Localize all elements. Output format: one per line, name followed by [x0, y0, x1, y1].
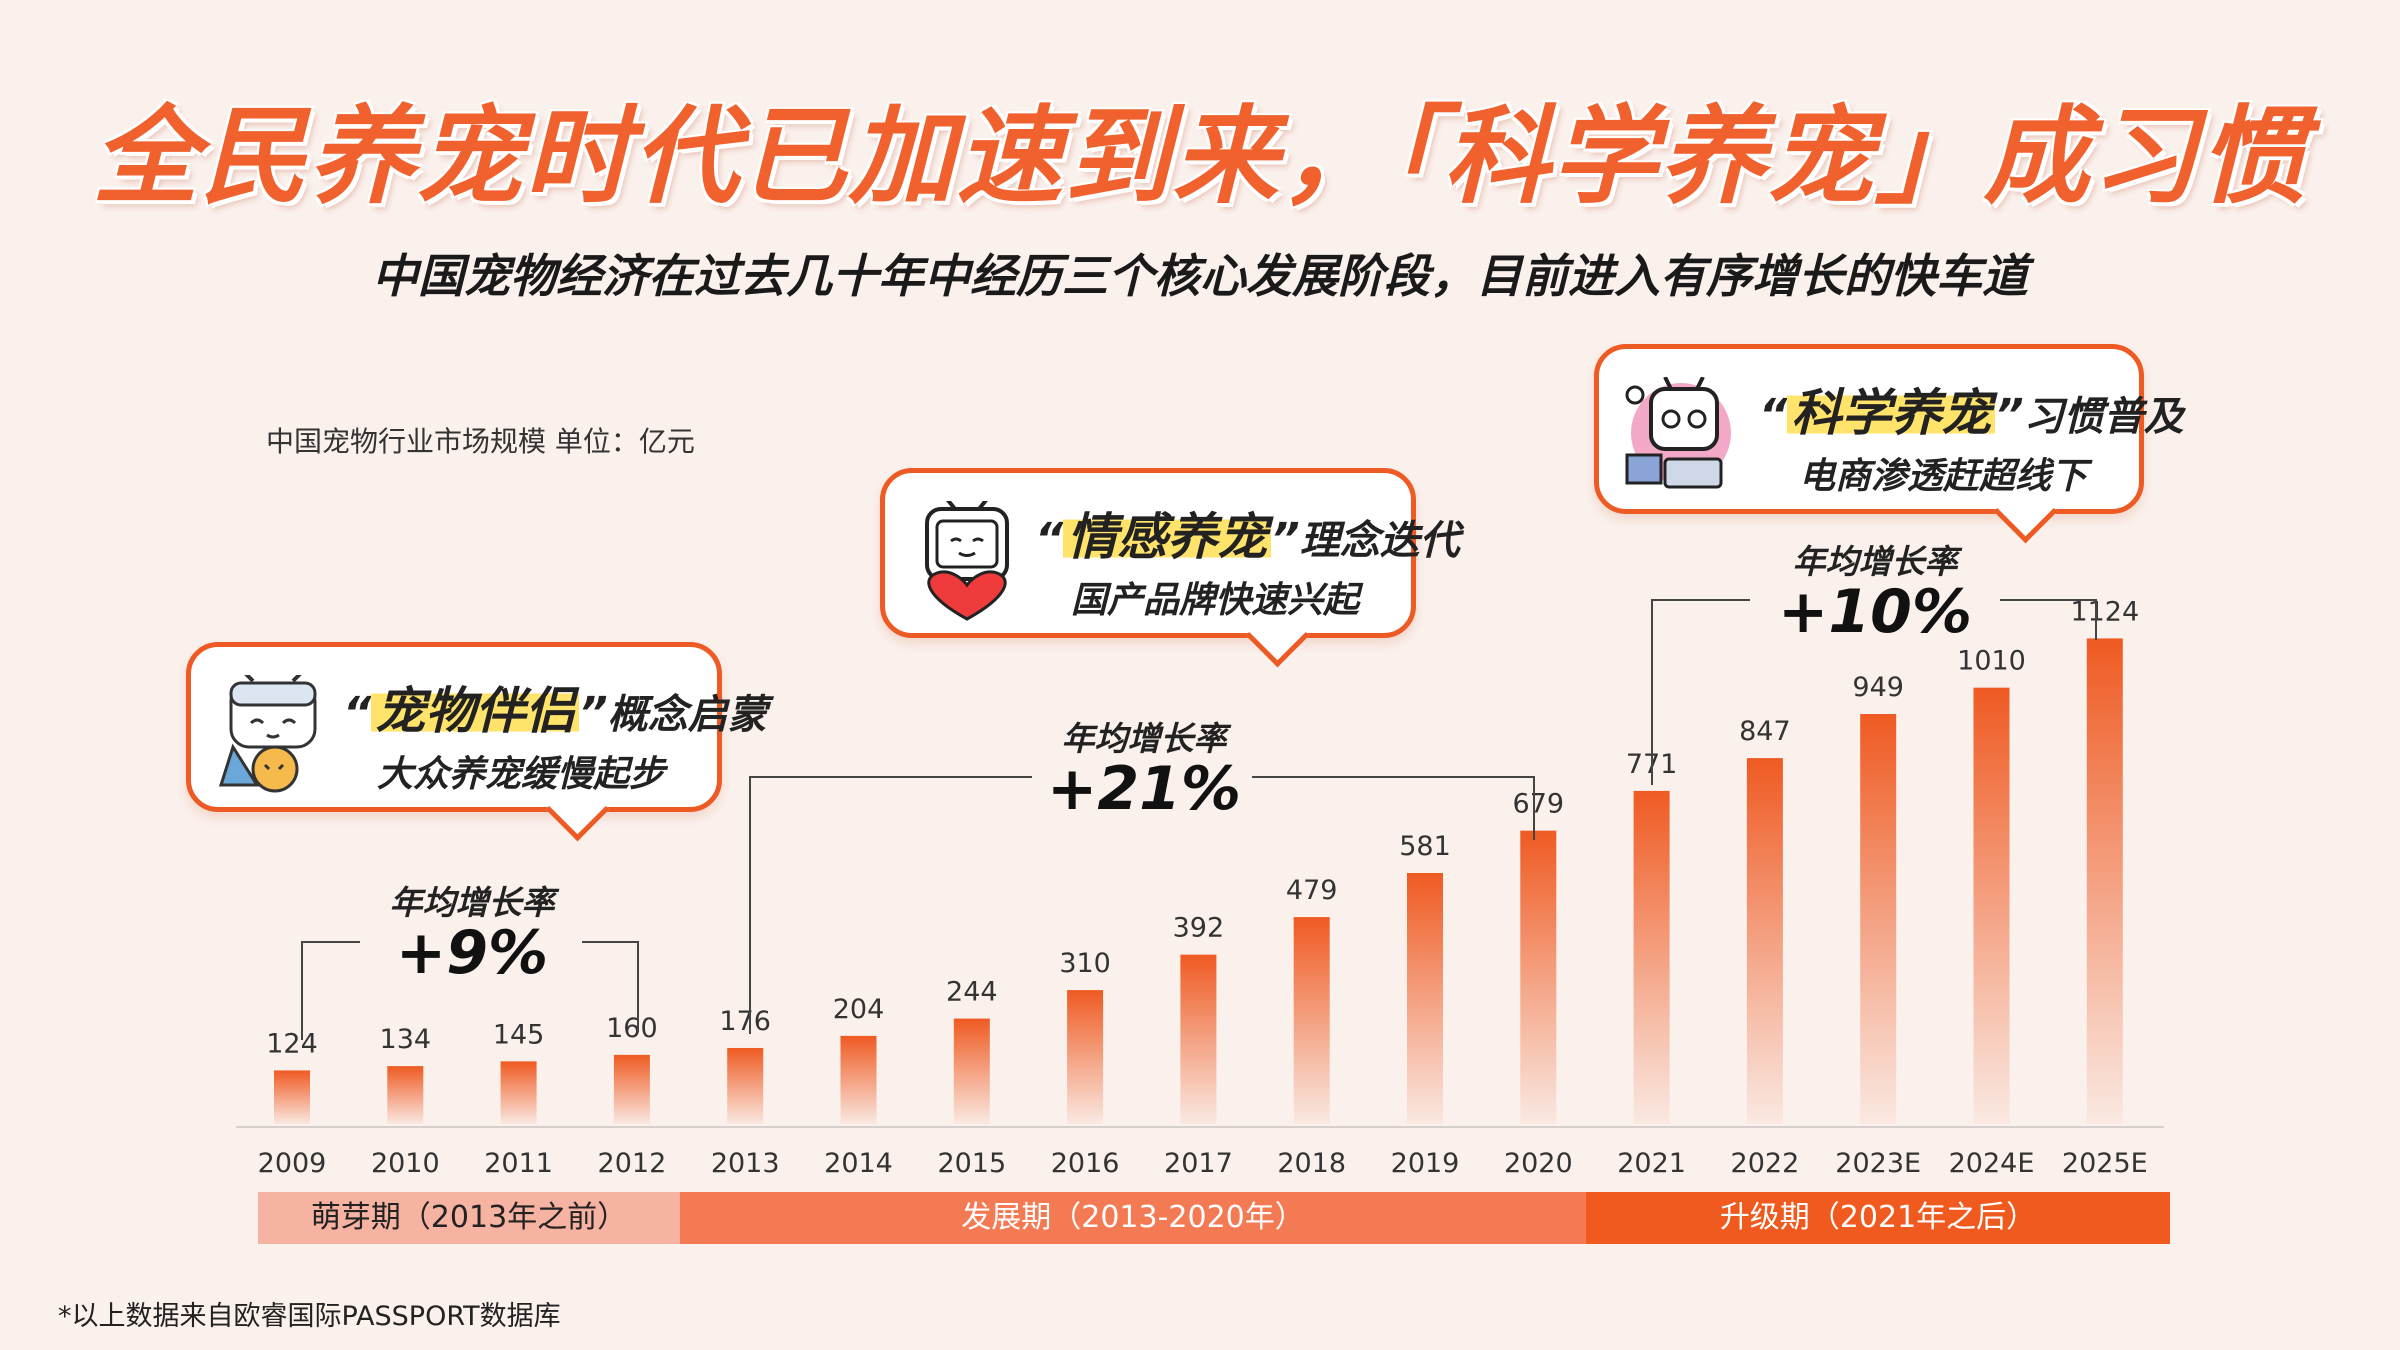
heart-mascot-icon: [925, 501, 1009, 621]
bar-2010: [387, 1066, 424, 1124]
cat-mascot-icon: [218, 675, 317, 793]
cagr-label-2: 年均增长率: [1061, 719, 1227, 758]
value-label-2015: 244: [946, 977, 998, 1008]
x-tick-label-2020: 2020: [1504, 1148, 1573, 1179]
x-tick-label-2009: 2009: [258, 1148, 327, 1179]
bubble-3-rest: 习惯普及: [2023, 394, 2184, 440]
bubble-3-highlight: 科学养宠: [1787, 384, 1996, 442]
stage-bubble-3: “科学养宠”习惯普及 电商渗透赶超线下: [1594, 344, 2184, 544]
bar-2009: [274, 1070, 310, 1124]
bar-2018: [1293, 917, 1330, 1124]
value-label-2023E: 949: [1852, 672, 1904, 703]
x-tick-label-2021: 2021: [1617, 1148, 1686, 1179]
x-tick-label-2023E: 2023E: [1835, 1148, 1921, 1179]
quote-open: “: [343, 688, 372, 739]
x-tick-label-2014: 2014: [824, 1148, 893, 1179]
bubble-3-line2: 电商渗透赶超线下: [1799, 456, 2088, 497]
x-tick-label-2018: 2018: [1277, 1148, 1346, 1179]
bar-2017: [1180, 954, 1217, 1124]
cagr-value-2: +21%: [1047, 754, 1241, 824]
value-label-2018: 479: [1286, 875, 1338, 906]
bar-2011: [500, 1061, 537, 1124]
bubble-2-line2: 国产品牌快速兴起: [1071, 580, 1360, 621]
cagr-bracket-1-right: [582, 941, 639, 1032]
x-tick-label-2019: 2019: [1391, 1148, 1460, 1179]
bar-2014: [840, 1035, 877, 1124]
value-label-2010: 134: [380, 1024, 432, 1055]
bar-2023E: [1860, 714, 1897, 1124]
bubble-1-highlight: 宠物伴侣: [371, 682, 580, 740]
bar-2015: [953, 1018, 990, 1124]
value-label-2024E: 1010: [1957, 646, 2026, 677]
chart-unit-label: 中国宠物行业市场规模 单位：亿元: [266, 425, 695, 458]
cagr-bracket-3-right: [2000, 599, 2097, 640]
cagr-bracket-1: [301, 941, 360, 1040]
quote-close: ”: [579, 688, 608, 739]
value-label-2017: 392: [1173, 913, 1225, 944]
x-tick-label-2017: 2017: [1164, 1148, 1233, 1179]
bubble-1-line2: 大众养宠缓慢起步: [377, 754, 666, 795]
page-subtitle: 中国宠物经济在过去几十年中经历三个核心发展阶段，目前进入有序增长的快车道: [372, 249, 2028, 303]
value-label-2016: 310: [1059, 948, 1111, 979]
x-tick-label-2016: 2016: [1051, 1148, 1120, 1179]
value-label-2011: 145: [493, 1019, 545, 1050]
stage-bubble-1: “宠物伴侣”概念启蒙 大众养宠缓慢起步: [186, 642, 768, 842]
x-tick-label-2022: 2022: [1731, 1148, 1800, 1179]
cagr-label-3: 年均增长率: [1792, 542, 1958, 581]
bubble-2-highlight: 情感养宠: [1063, 508, 1272, 566]
phase-band-2: 发展期（2013-2020年）: [680, 1192, 1586, 1244]
cagr-value-3: +10%: [1778, 577, 1972, 647]
stage-bubble-2: “情感养宠”理念迭代 国产品牌快速兴起: [880, 468, 1460, 668]
value-label-2012: 160: [606, 1013, 658, 1044]
cagr-bracket-2-right: [1252, 776, 1535, 840]
bar-2024E: [1973, 687, 2010, 1124]
value-label-2020: 679: [1513, 789, 1565, 820]
bar-2021: [1633, 790, 1670, 1124]
x-tick-label-2015: 2015: [937, 1148, 1006, 1179]
x-tick-label-2010: 2010: [371, 1148, 440, 1179]
quote-close: ”: [1995, 390, 2024, 441]
x-tick-label-2025E: 2025E: [2062, 1148, 2148, 1179]
value-label-2025E: 1124: [2070, 596, 2139, 627]
bar-2022: [1746, 758, 1783, 1124]
cagr-value-1: +9%: [395, 918, 549, 988]
bar-2020: [1520, 830, 1557, 1124]
bubble-1-rest: 概念启蒙: [607, 692, 768, 738]
value-label-2009: 124: [266, 1028, 318, 1059]
x-tick-label-2013: 2013: [711, 1148, 780, 1179]
phase-band-1: 萌芽期（2013年之前）: [258, 1192, 680, 1244]
phase-band-3: 升级期（2021年之后）: [1586, 1192, 2170, 1244]
x-tick-label-2012: 2012: [598, 1148, 667, 1179]
quote-open: “: [1759, 390, 1788, 441]
laptop-mascot-icon: [1625, 377, 1731, 489]
bar-2013: [727, 1047, 764, 1124]
x-tick-label-2024E: 2024E: [1949, 1148, 2035, 1179]
cagr-bracket-3: [1651, 599, 1750, 785]
source-note: *以上数据来自欧睿国际PASSPORT数据库: [58, 1301, 561, 1332]
quote-close: ”: [1271, 514, 1300, 565]
bar-2016: [1067, 990, 1104, 1124]
value-label-2014: 204: [833, 994, 885, 1025]
cagr-label-1: 年均增长率: [389, 883, 555, 922]
quote-open: “: [1035, 514, 1064, 565]
value-label-2013: 176: [719, 1006, 771, 1037]
bar-2019: [1407, 873, 1443, 1124]
bar-2012: [613, 1054, 650, 1124]
bar-2025E: [2086, 638, 2123, 1124]
page-title: 全民养宠时代已加速到来，「科学养宠」成习惯: [92, 95, 2308, 218]
value-label-2022: 847: [1739, 716, 1791, 747]
cagr-bracket-2: [749, 776, 1032, 1034]
bubble-2-rest: 理念迭代: [1299, 518, 1460, 564]
value-label-2019: 581: [1399, 831, 1451, 862]
x-tick-label-2011: 2011: [484, 1148, 553, 1179]
